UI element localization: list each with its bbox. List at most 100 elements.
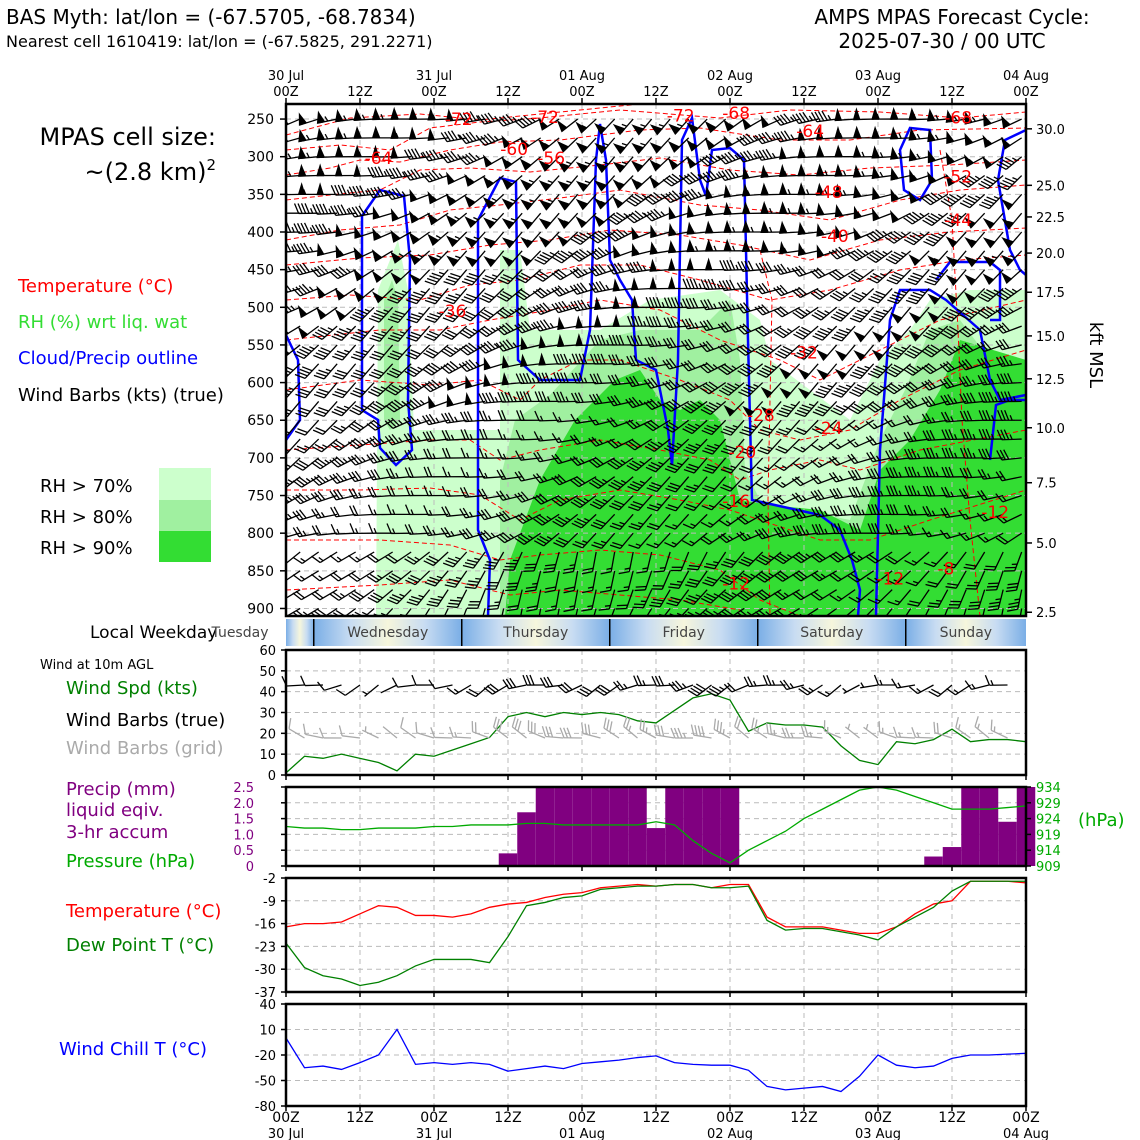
wind-barb-full: [718, 389, 730, 396]
wind-barb-full: [577, 300, 584, 310]
wind-barb: [649, 175, 671, 189]
wind-barb-half: [672, 229, 677, 235]
wind-barb-full: [701, 429, 712, 436]
wind-barb-full: [404, 558, 415, 565]
wind-barb-half: [734, 154, 740, 160]
wind-barb-half: [509, 533, 515, 539]
wind-barb-half: [640, 142, 646, 146]
wind-barb-full: [373, 386, 384, 393]
wind-barb-full: [408, 296, 420, 302]
wind-barb-full: [355, 185, 362, 196]
wind-barb-half: [863, 249, 869, 255]
wind-barb-full: [667, 504, 679, 509]
wind-barb: [797, 145, 819, 159]
wind-barb-full: [702, 385, 713, 393]
wind-barb: [294, 438, 320, 454]
wind-barb-half: [398, 385, 405, 390]
wind-barb-full: [351, 423, 362, 431]
wind-barb-full: [606, 418, 615, 428]
wind-barb-full: [628, 197, 639, 205]
wind-barb-half: [336, 556, 342, 561]
wind-barb-half: [287, 171, 292, 177]
wind-barb: [631, 226, 652, 241]
wind-barb-full: [463, 296, 475, 302]
wind-barb-full: [525, 563, 537, 566]
wind-barb: [348, 185, 375, 197]
wind-barb: [464, 212, 486, 229]
wind-barb-full: [608, 334, 614, 346]
wind-barb: [311, 589, 338, 601]
wind-barb-half: [676, 580, 683, 583]
wind-barb-half: [604, 249, 610, 254]
wind-barb-full: [461, 155, 471, 164]
wind-barb-full: [570, 413, 577, 424]
wind-barb-half: [805, 208, 810, 214]
wind-barb-full: [631, 195, 642, 203]
wind-barb-full: [332, 393, 343, 399]
wind-barb-full: [776, 264, 785, 274]
wind-barb: [371, 287, 394, 304]
wind-barb-full: [705, 340, 714, 350]
wind-barb-half: [416, 418, 422, 424]
wind-barb-full: [556, 391, 562, 403]
wind-barb: [311, 223, 338, 236]
wind-barb-full: [372, 419, 382, 428]
wind-barb-full: [801, 347, 812, 353]
wind-barb-half: [753, 153, 758, 159]
wind-barb-pennant: [852, 107, 861, 121]
wind-barb-full: [392, 450, 399, 461]
wind-barb-full: [428, 413, 437, 424]
wind-barb-staff: [763, 607, 782, 616]
wind-barb-full: [646, 487, 657, 493]
wind-barb-half: [492, 274, 498, 278]
wind-barb: [754, 512, 782, 523]
wind-barb-full: [408, 467, 414, 478]
wind-barb-full: [729, 279, 736, 290]
wind-barb-full: [462, 529, 470, 539]
wind-barb-full: [425, 414, 433, 425]
wind-barb-pennant: [630, 277, 639, 291]
wind-barb-full: [703, 299, 710, 310]
wind-barb: [519, 137, 542, 151]
wind-barb: [686, 118, 708, 135]
wind-barb: [682, 419, 708, 435]
wind-barb-pennant: [686, 204, 695, 218]
wind-barb-full: [544, 563, 556, 567]
wind-barb-full: [544, 589, 556, 593]
wind-barb: [650, 224, 671, 239]
wind-barb: [501, 231, 523, 249]
wind-barb-full: [552, 256, 563, 264]
wind-barb-full: [758, 150, 766, 160]
wind-barb-pennant: [945, 236, 958, 248]
wind-barb-full: [425, 150, 433, 161]
wind-barb: [700, 278, 726, 290]
wind-barb-full: [558, 181, 570, 187]
wind-barb: [440, 360, 467, 374]
wind-barb: [593, 193, 616, 210]
wind-barb: [754, 304, 782, 316]
wind-barb: [682, 278, 708, 290]
wind-barb-full: [552, 411, 559, 423]
wind-barb: [736, 344, 764, 356]
wind-barb-full: [777, 445, 789, 452]
wind-barb-full: [409, 399, 419, 408]
wind-barb-full: [482, 277, 493, 283]
wind-barb: [349, 505, 375, 517]
wind-barb: [663, 317, 689, 329]
wind-barb-full: [651, 481, 662, 487]
wind-barb-full: [689, 278, 695, 289]
wind-barb: [704, 137, 727, 151]
wind-barb-full: [588, 283, 596, 293]
wind-barb-full: [783, 113, 792, 123]
wind-barb-half: [308, 286, 314, 292]
wind-barb: [538, 175, 560, 192]
wind-barb-full: [662, 194, 671, 203]
wind-barb-full: [441, 486, 448, 497]
wind-barb-full: [569, 457, 579, 466]
wind-barb-full: [652, 316, 658, 327]
wind-barb-full: [763, 202, 769, 214]
wind-barb-full: [718, 595, 729, 603]
wind-barb-full: [479, 280, 491, 286]
wind-barb-full: [665, 193, 675, 202]
wind-barb: [816, 363, 838, 381]
